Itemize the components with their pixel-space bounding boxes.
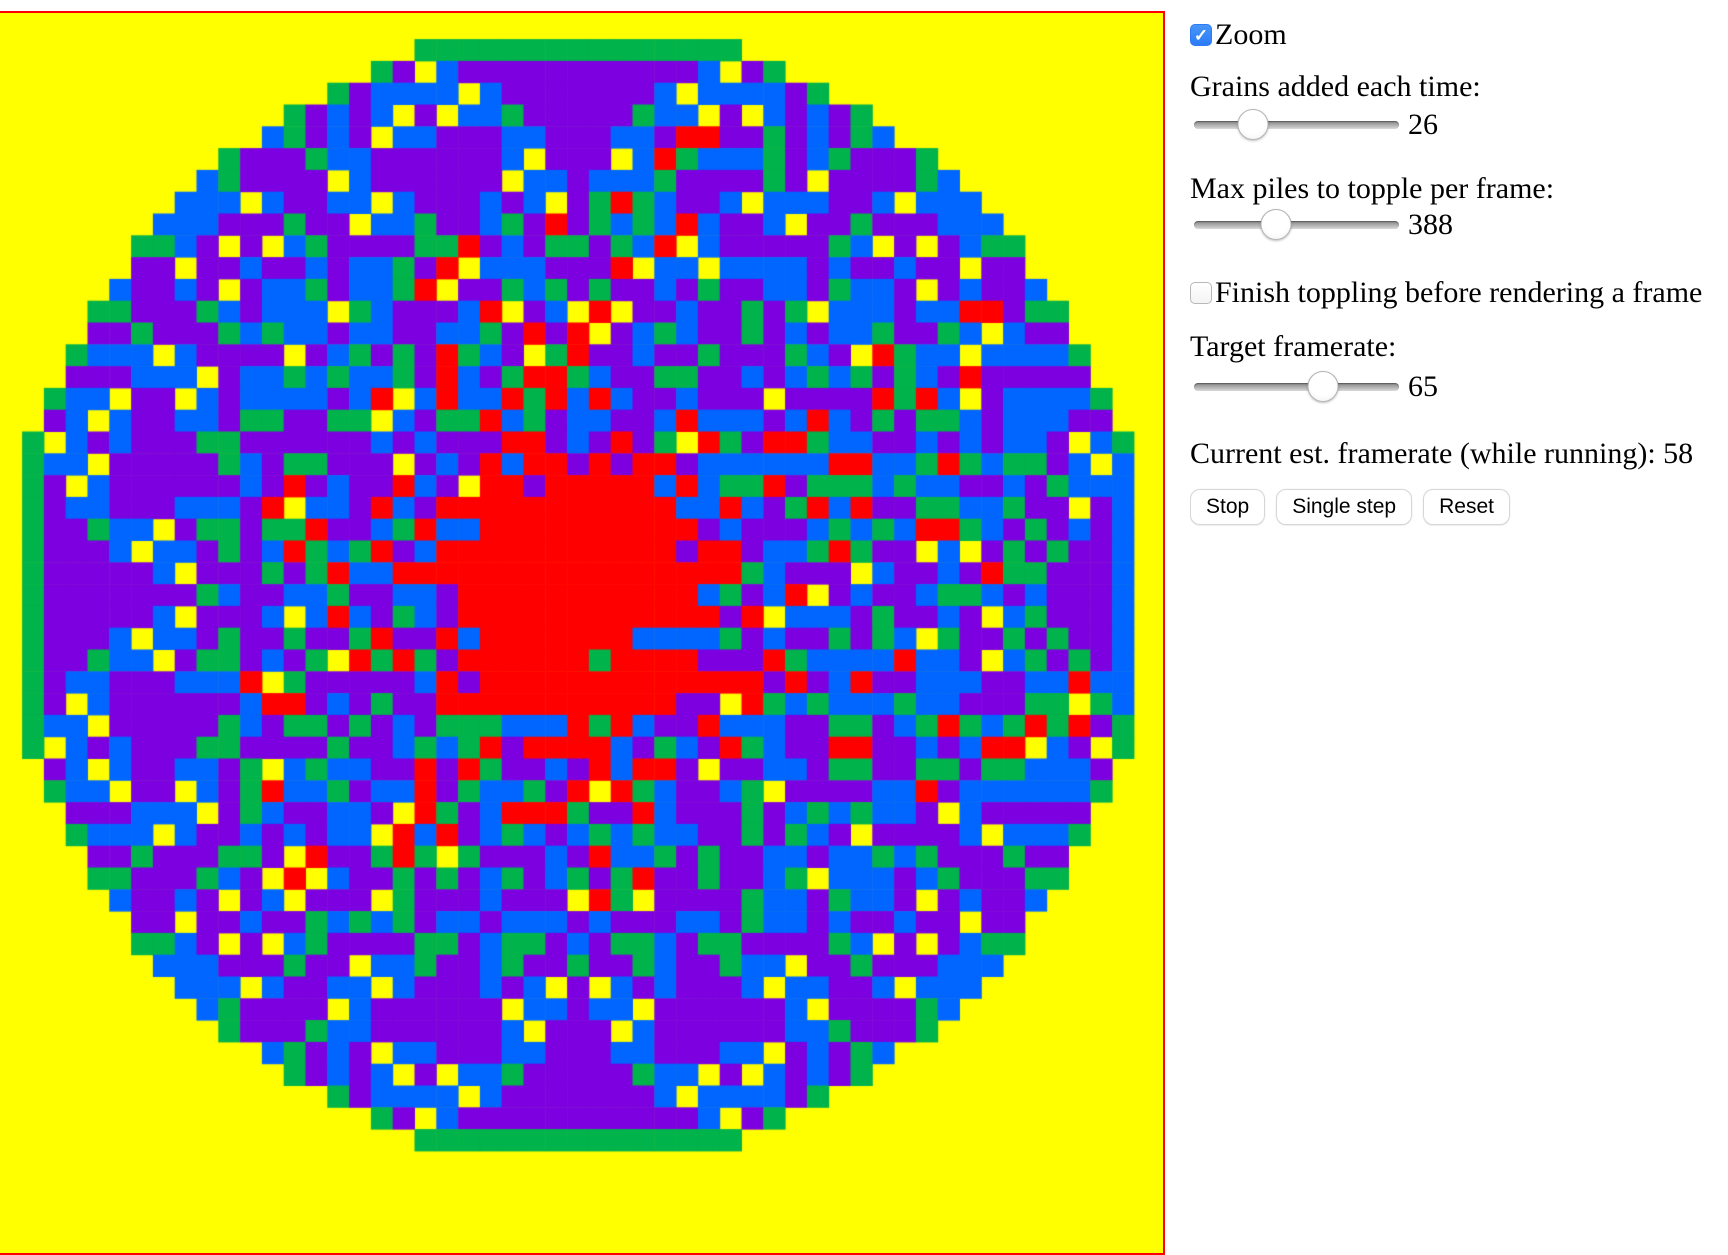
target-framerate-slider-thumb[interactable] (1307, 371, 1339, 402)
target-framerate-slider[interactable] (1194, 370, 1399, 404)
zoom-checkbox[interactable] (1190, 24, 1212, 46)
max-topples-slider-row: 388 (1190, 208, 1453, 242)
max-topples-slider-thumb[interactable] (1260, 209, 1292, 240)
grains-slider-thumb[interactable] (1237, 109, 1269, 140)
target-framerate-slider-row: 65 (1190, 370, 1438, 404)
reset-button[interactable]: Reset (1423, 489, 1510, 525)
grains-slider-row: 26 (1190, 108, 1438, 142)
finish-toppling-label[interactable]: Finish toppling before rendering a frame (1215, 276, 1703, 309)
target-framerate-label: Target framerate: (1190, 330, 1397, 363)
grains-value: 26 (1408, 108, 1438, 141)
grains-slider[interactable] (1194, 108, 1399, 142)
buttons-row: Stop Single step Reset (1190, 489, 1521, 525)
grains-slider-track (1194, 121, 1399, 129)
max-topples-value: 388 (1408, 208, 1453, 241)
max-topples-slider[interactable] (1194, 208, 1399, 242)
zoom-label[interactable]: Zoom (1215, 18, 1287, 51)
zoom-row: Zoom (1190, 18, 1287, 52)
finish-toppling-row: Finish toppling before rendering a frame (1190, 276, 1702, 310)
sandpile-canvas-frame (0, 11, 1165, 1255)
target-framerate-value: 65 (1408, 370, 1438, 403)
max-topples-slider-track (1194, 221, 1399, 229)
current-framerate-label: Current est. framerate (while running): (1190, 437, 1656, 470)
single-step-button[interactable]: Single step (1276, 489, 1413, 525)
max-topples-label: Max piles to topple per frame: (1190, 172, 1555, 205)
grains-label: Grains added each time: (1190, 70, 1481, 103)
stop-button[interactable]: Stop (1190, 489, 1266, 525)
current-framerate-row: Current est. framerate (while running): … (1190, 437, 1693, 471)
current-framerate-value: 58 (1663, 437, 1694, 470)
control-panel: Zoom Grains added each time: 26 Max pile… (1190, 0, 1728, 1188)
target-framerate-slider-track (1194, 383, 1399, 391)
finish-toppling-checkbox[interactable] (1190, 282, 1212, 304)
sandpile-canvas[interactable] (0, 13, 1163, 1253)
